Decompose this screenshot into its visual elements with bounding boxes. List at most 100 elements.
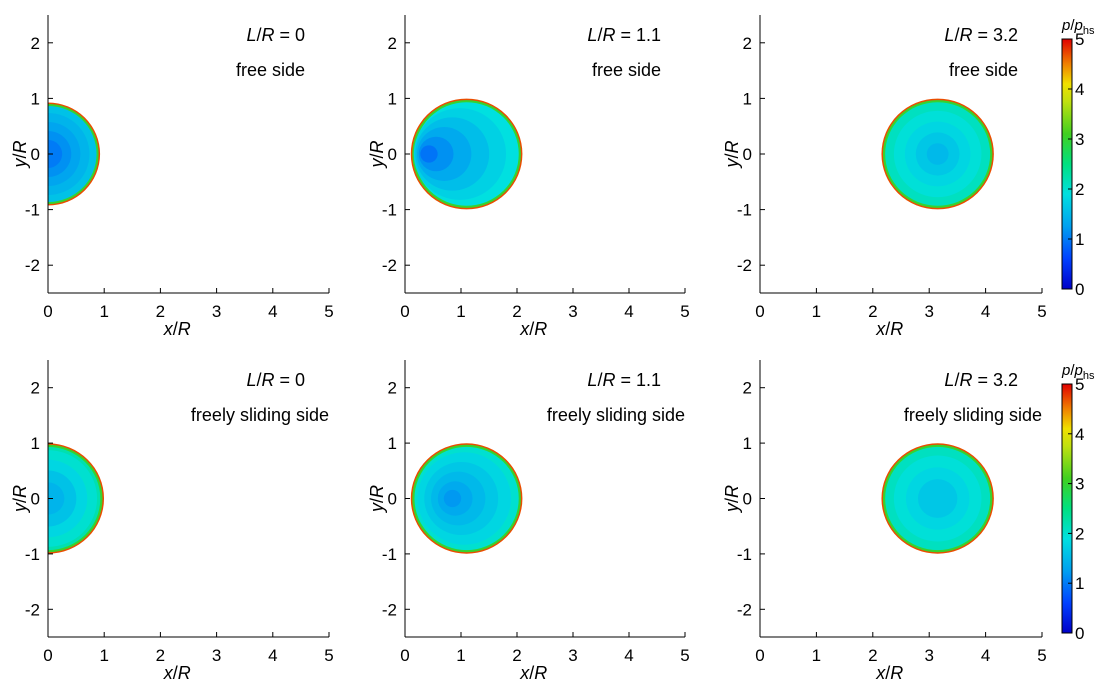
annotation-side: freely sliding side [191,405,329,425]
x-axis-label: x/R [519,663,547,683]
y-tick-label: -1 [382,545,397,564]
annotation-ratio: L/R = 0 [246,370,305,390]
y-tick-label: 0 [388,490,397,509]
colorbar-tick-label: 0 [1075,624,1084,643]
y-tick-label: -1 [737,545,752,564]
colorbar-tick-label: 0 [1075,280,1084,299]
y-tick-label: 0 [743,145,752,164]
x-axis-label: x/R [519,319,547,339]
colorbar-gradient [1061,38,1073,290]
x-tick-label: 4 [624,302,633,321]
colorbar-0: 0 1 2 3 4 5p/phs [1061,17,1095,299]
x-tick-label: 1 [812,302,821,321]
annotation-side: freely sliding side [547,405,685,425]
y-axis-label: y/R [722,485,742,514]
y-tick-label: 2 [31,379,40,398]
annotation-ratio: L/R = 0 [246,25,305,45]
colorbar-label: p/phs [1061,362,1095,382]
y-tick-label: -1 [382,201,397,220]
x-tick-label: 0 [43,646,52,665]
y-tick-label: -2 [382,600,397,619]
y-tick-label: -2 [25,600,40,619]
contact-patch [881,443,994,554]
colorbar-tick-label: 2 [1075,180,1084,199]
y-tick-label: 0 [743,490,752,509]
pressure-level-3 [917,479,958,518]
contact-patch [410,443,523,554]
x-tick-label: 5 [324,646,333,665]
x-tick-label: 5 [1037,302,1046,321]
colorbar-tick-label: 2 [1075,524,1084,543]
y-tick-label: 1 [31,434,40,453]
annotation-ratio: L/R = 1.1 [587,25,661,45]
y-tick-label: 2 [31,34,40,53]
y-tick-label: 0 [31,490,40,509]
y-tick-label: 2 [743,379,752,398]
contact-patch [48,443,104,554]
x-tick-label: 4 [981,302,990,321]
x-tick-label: 5 [324,302,333,321]
x-tick-label: 4 [981,646,990,665]
pressure-level-4 [48,139,63,169]
y-tick-label: 1 [743,434,752,453]
x-axis-label: x/R [163,319,191,339]
y-tick-label: 1 [388,89,397,108]
annotation-ratio: L/R = 3.2 [944,25,1018,45]
x-tick-label: 1 [99,302,108,321]
annotation-side: free side [949,60,1018,80]
y-axis-label: y/R [722,140,742,169]
y-tick-label: -2 [25,256,40,275]
y-tick-label: -2 [737,256,752,275]
contact-patch [881,98,994,210]
colorbar-tick-label: 1 [1075,230,1084,249]
x-tick-label: 2 [868,646,877,665]
annotation-ratio: L/R = 1.1 [587,370,661,390]
colorbar-tick-label: 3 [1075,130,1084,149]
y-tick-label: 0 [31,145,40,164]
x-tick-label: 3 [924,302,933,321]
y-tick-label: 2 [388,34,397,53]
pressure-level-4 [48,482,65,515]
y-tick-label: -1 [25,545,40,564]
pressure-level-5 [420,145,438,163]
x-tick-label: 3 [924,646,933,665]
x-tick-label: 2 [512,302,521,321]
y-axis-label: y/R [367,485,387,514]
x-tick-label: 1 [99,646,108,665]
annotation-side: free side [236,60,305,80]
x-tick-label: 3 [568,646,577,665]
x-tick-label: 1 [456,302,465,321]
x-axis-label: x/R [163,663,191,683]
pressure-level-4 [926,143,949,165]
y-axis-label: y/R [10,140,30,169]
annotation-side: free side [592,60,661,80]
annotation-ratio: L/R = 3.2 [944,370,1018,390]
x-tick-label: 3 [212,302,221,321]
x-axis-label: x/R [875,319,903,339]
x-tick-label: 4 [624,646,633,665]
colorbar-tick-label: 1 [1075,574,1084,593]
colorbar-tick-label: 5 [1075,30,1084,49]
colorbar-label: p/phs [1061,17,1095,37]
y-tick-label: 2 [388,379,397,398]
pressure-level-5 [443,489,462,508]
x-tick-label: 3 [568,302,577,321]
y-tick-label: 2 [743,34,752,53]
x-tick-label: 4 [268,302,277,321]
x-tick-label: 2 [868,302,877,321]
x-tick-label: 4 [268,646,277,665]
x-axis-label: x/R [875,663,903,683]
colorbar-1: 0 1 2 3 4 5p/phs [1061,362,1095,643]
x-tick-label: 0 [43,302,52,321]
x-tick-label: 0 [400,646,409,665]
y-tick-label: -1 [25,201,40,220]
x-tick-label: 1 [456,646,465,665]
x-tick-label: 0 [755,302,764,321]
